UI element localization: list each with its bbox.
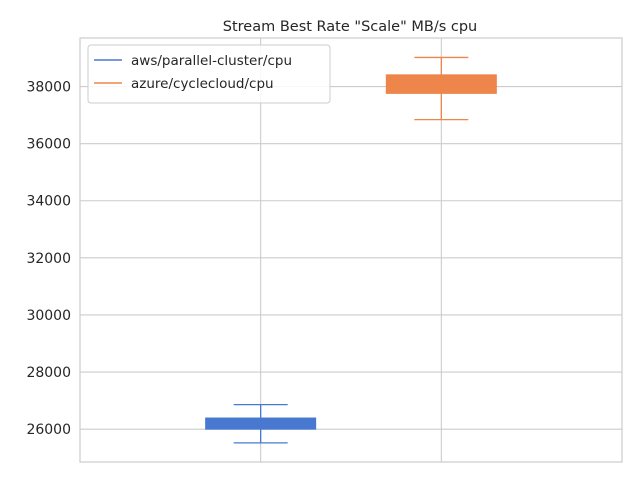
legend-label: azure/cyclecloud/cpu bbox=[131, 76, 274, 92]
legend: aws/parallel-cluster/cpu azure/cyclecloud… bbox=[87, 44, 331, 104]
legend-label: aws/parallel-cluster/cpu bbox=[131, 53, 292, 69]
box-1 bbox=[385, 56, 497, 121]
y-tick-label: 38000 bbox=[26, 80, 71, 96]
y-tick-label: 30000 bbox=[26, 308, 71, 324]
legend-frame bbox=[87, 44, 331, 104]
box-series bbox=[205, 56, 497, 444]
y-tick-label: 34000 bbox=[26, 194, 71, 210]
y-tick-label: 32000 bbox=[26, 251, 71, 267]
legend-item: aws/parallel-cluster/cpu bbox=[94, 53, 292, 69]
legend-item: azure/cyclecloud/cpu bbox=[94, 76, 274, 92]
plot-frame bbox=[79, 37, 623, 463]
y-tick-label: 28000 bbox=[26, 365, 71, 381]
box-0 bbox=[205, 403, 317, 444]
y-axis-ticks: 26000 28000 30000 32000 34000 36000 38000 bbox=[26, 80, 71, 439]
y-tick-label: 26000 bbox=[26, 422, 71, 438]
chart-title: Stream Best Rate "Scale" MB/s cpu bbox=[223, 19, 477, 35]
y-tick-label: 36000 bbox=[26, 137, 71, 153]
